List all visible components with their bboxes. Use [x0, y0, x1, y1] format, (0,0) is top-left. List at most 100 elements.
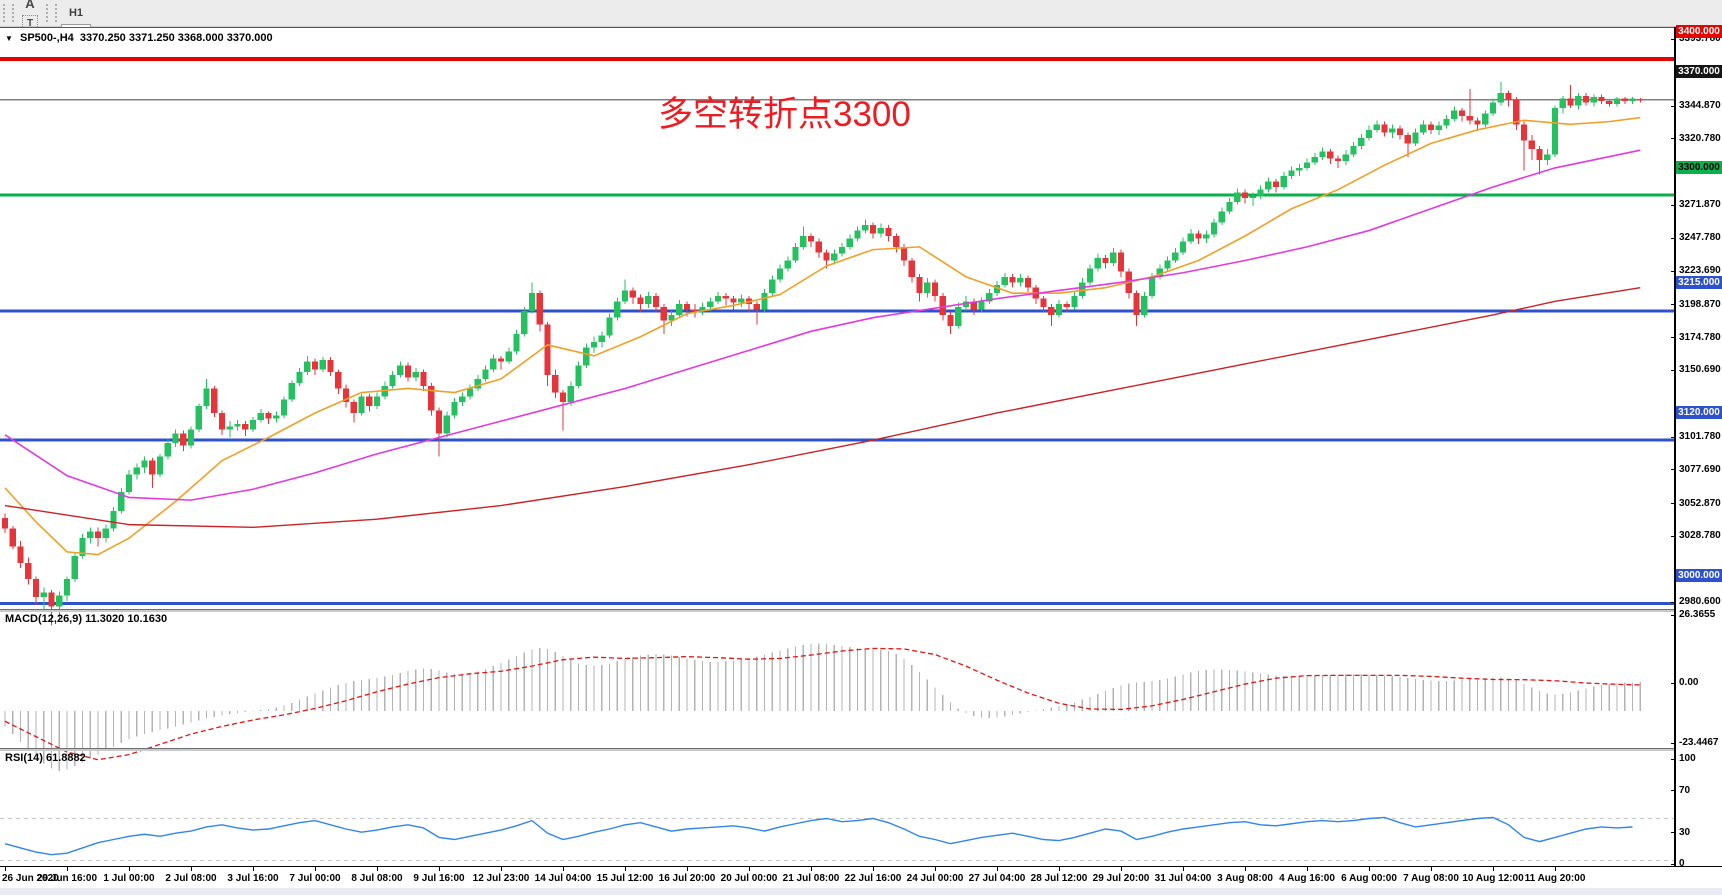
candle-body — [358, 396, 365, 413]
candle-body — [1148, 276, 1156, 296]
rsi-indicator-canvas[interactable] — [0, 777, 1674, 894]
candle-body — [319, 359, 326, 370]
time-tick-mark — [749, 867, 750, 871]
candle-body — [1009, 276, 1016, 283]
candle-body — [397, 365, 404, 375]
axis-tick-mark — [1671, 270, 1676, 272]
toolbar-grip[interactable] — [3, 4, 14, 22]
candle-body — [854, 230, 861, 239]
chart-window — [0, 27, 1722, 896]
candle-body — [908, 260, 915, 277]
price-tick-label: 3150.690 — [1679, 364, 1721, 376]
candle-body — [1489, 102, 1497, 114]
candle-body — [536, 293, 543, 325]
candle-body — [1117, 252, 1125, 272]
candle-body — [265, 412, 272, 419]
time-label: 26 Jun 2020 — [2, 873, 59, 884]
axis-tick-mark — [1671, 337, 1676, 339]
candle-body — [869, 225, 877, 234]
time-label: 15 Jul 12:00 — [596, 873, 654, 884]
time-label: 24 Jul 00:00 — [906, 873, 964, 884]
candle-body — [1296, 167, 1303, 171]
price-tick-label: 3223.690 — [1679, 265, 1721, 277]
candle-body — [1575, 95, 1582, 106]
candle-body — [1218, 211, 1225, 223]
candle-body — [1110, 252, 1117, 264]
rsi-value: 61.8882 — [45, 752, 86, 764]
candle-body — [56, 595, 63, 607]
candle-body — [707, 301, 714, 307]
time-label: 16 Jul 20:00 — [658, 873, 716, 884]
candle-body — [1257, 189, 1264, 197]
time-label: 7 Aug 08:00 — [1403, 873, 1459, 884]
candle-body — [1373, 124, 1380, 130]
toolbar-grip-2[interactable] — [46, 4, 57, 22]
candle-body — [1404, 135, 1411, 144]
candle-body — [513, 334, 520, 352]
price-badge-3000.000: 3000.000 — [1676, 569, 1722, 583]
candle-body — [412, 372, 419, 378]
candle-body — [497, 358, 505, 362]
top-toolbar: FAT❖▾ M1M5M15M30H1H4D1W1MN — [0, 0, 1722, 107]
candle-body — [1272, 181, 1280, 187]
candle-body — [187, 429, 195, 446]
main-price-chart-canvas[interactable] — [0, 55, 1674, 636]
candle-body — [505, 351, 512, 362]
candle-body — [404, 365, 412, 378]
candle-body — [195, 406, 202, 430]
symbol-dropdown-icon[interactable]: ▼ — [5, 34, 13, 43]
price-tick-label: 3247.780 — [1679, 232, 1721, 244]
time-axis[interactable]: 26 Jun 2020 29 Jun 16:00 1 Jul 00:00 2 Jul … — [0, 866, 1722, 889]
rsi-line — [4, 816, 1633, 856]
macd-scale-label: 26.3655 — [1679, 609, 1716, 621]
time-tick-mark — [1245, 867, 1246, 871]
candle-body — [180, 433, 187, 446]
macd-scale-label: -23.4467 — [1679, 737, 1719, 749]
axis-tick-mark — [1671, 436, 1676, 438]
candle-body — [753, 304, 760, 310]
candle-body — [521, 310, 528, 335]
candle-body — [955, 306, 962, 326]
candle-body — [993, 285, 1001, 294]
candle-body — [296, 372, 303, 384]
candle-body — [1598, 97, 1605, 102]
time-label: 6 Aug 00:00 — [1341, 873, 1397, 884]
price-axis[interactable]: 3393.780 3344.870 3320.780 3271.870 3247.780… — [1671, 0, 1722, 895]
tf-button-h1[interactable]: H1 — [68, 7, 84, 19]
price-axis-border — [1674, 27, 1676, 866]
time-label: 22 Jul 16:00 — [844, 873, 902, 884]
candle-body — [862, 225, 869, 231]
time-tick-mark — [1121, 867, 1122, 871]
candle-body — [1474, 120, 1481, 125]
macd-indicator-canvas[interactable] — [0, 638, 1674, 775]
candle-body — [1536, 148, 1543, 160]
rsi-scale-label: 100 — [1679, 753, 1696, 764]
macd-signal-line — [4, 647, 1641, 761]
candle-body — [947, 314, 954, 326]
candle-body — [939, 295, 946, 315]
text-label-tool-button[interactable]: A — [18, 0, 42, 13]
price-tick-label: 3052.870 — [1679, 497, 1721, 509]
time-label: 3 Aug 08:00 — [1217, 873, 1273, 884]
candle-body — [366, 396, 373, 407]
price-tick-label: 3344.870 — [1679, 100, 1721, 112]
candle-body — [691, 309, 698, 311]
candle-body — [87, 531, 94, 539]
candle-body — [242, 423, 249, 430]
time-label: 10 Aug 12:00 — [1462, 873, 1524, 884]
price-tick-label: 2980.600 — [1679, 596, 1721, 607]
candle-body — [79, 538, 86, 556]
panel-separator-rsi[interactable] — [0, 748, 1674, 751]
candle-body — [40, 592, 47, 597]
chart-title: ▼ SP500-,H4 3370.250 3371.250 3368.000 3… — [5, 32, 273, 44]
macd-signal-value: 10.1630 — [127, 613, 168, 625]
candle-body — [1156, 268, 1163, 277]
rsi-scale-label: 70 — [1679, 784, 1691, 796]
candle-body — [1187, 233, 1194, 242]
candle-body — [931, 282, 939, 296]
panel-separator-macd[interactable] — [0, 609, 1674, 612]
candle-body — [924, 282, 931, 294]
candle-body — [676, 304, 683, 315]
candle-body — [141, 460, 148, 468]
candle-body — [1234, 192, 1241, 202]
